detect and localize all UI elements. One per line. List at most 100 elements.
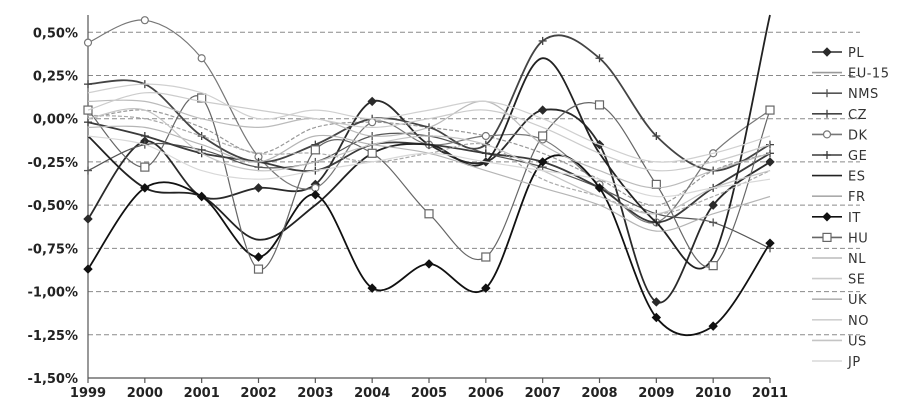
legend-item-no: NO bbox=[812, 314, 869, 329]
legend-label: SE bbox=[848, 273, 865, 288]
data-point-it bbox=[537, 157, 548, 167]
x-tick-label: 2004 bbox=[354, 386, 390, 401]
legend-marker bbox=[822, 130, 832, 139]
series-lines bbox=[83, 14, 775, 337]
legend-label: NO bbox=[848, 314, 869, 329]
legend-item-jp: JP bbox=[812, 355, 860, 370]
data-point-it bbox=[83, 264, 93, 274]
data-point-it bbox=[481, 283, 491, 293]
series-line-se bbox=[87, 92, 771, 172]
legend-item-nms: NMS bbox=[812, 87, 878, 102]
data-point-cz bbox=[84, 80, 92, 89]
series-line-hu bbox=[87, 95, 771, 270]
data-point-nms bbox=[709, 218, 718, 227]
data-point-it bbox=[140, 183, 150, 193]
x-tick-label: 2003 bbox=[297, 386, 333, 401]
data-point-cz bbox=[652, 132, 661, 140]
legend-label: UK bbox=[848, 293, 867, 308]
legend-item-es: ES bbox=[812, 170, 865, 185]
legend-marker bbox=[823, 151, 831, 159]
series-line-nl bbox=[87, 99, 771, 189]
y-tick-label: -1,50% bbox=[28, 372, 79, 387]
data-point-pl bbox=[708, 200, 718, 210]
legend-marker bbox=[822, 232, 832, 242]
legend-label: FR bbox=[848, 190, 866, 205]
data-point-it bbox=[594, 183, 605, 193]
legend-label: US bbox=[848, 334, 867, 349]
data-point-pl bbox=[83, 214, 93, 224]
legend-item-hu: HU bbox=[812, 231, 868, 246]
data-point-hu bbox=[424, 209, 434, 219]
data-point-it bbox=[651, 312, 662, 323]
series-se bbox=[87, 92, 771, 172]
legend-label: HU bbox=[848, 231, 868, 246]
legend-label: PL bbox=[848, 46, 864, 61]
data-point-hu bbox=[367, 148, 377, 158]
data-point-ge bbox=[84, 118, 92, 127]
data-point-ge bbox=[766, 149, 774, 158]
data-point-hu bbox=[253, 264, 264, 274]
data-point-it bbox=[424, 259, 434, 269]
legend-label: DK bbox=[848, 128, 868, 143]
legend-marker bbox=[823, 89, 831, 98]
data-point-pl bbox=[367, 96, 377, 107]
data-point-cz bbox=[595, 54, 604, 63]
x-tick-label: 2005 bbox=[411, 386, 447, 401]
x-tick-label: 2011 bbox=[752, 386, 788, 401]
legend-item-us: US bbox=[812, 334, 867, 349]
legend-label: NL bbox=[848, 252, 866, 267]
data-point-pl bbox=[651, 297, 662, 307]
legend-item-cz: CZ bbox=[812, 108, 867, 123]
legend-label: EU-15 bbox=[848, 67, 889, 82]
data-point-dk bbox=[83, 38, 93, 47]
data-point-hu bbox=[140, 162, 150, 172]
data-point-dk bbox=[481, 131, 490, 141]
x-tick-label: 2000 bbox=[127, 386, 163, 401]
y-tick-label: 0,50% bbox=[33, 26, 78, 41]
data-point-hu bbox=[708, 261, 718, 271]
y-tick-label: -1,25% bbox=[28, 329, 79, 344]
data-point-dk bbox=[368, 118, 377, 127]
data-point-it bbox=[367, 283, 377, 293]
y-tick-label: 0,25% bbox=[33, 70, 78, 85]
series-line-es bbox=[87, 14, 771, 270]
x-tick-label: 2001 bbox=[184, 386, 220, 401]
legend-item-dk: DK bbox=[812, 128, 868, 143]
data-point-ge bbox=[140, 132, 149, 140]
legend-item-fr: FR bbox=[812, 190, 866, 205]
data-point-hu bbox=[310, 145, 320, 155]
data-point-dk bbox=[197, 54, 206, 63]
y-tick-label: 0,00% bbox=[33, 113, 78, 128]
legend-item-nl: NL bbox=[812, 252, 866, 267]
data-point-it bbox=[196, 191, 207, 202]
series-line-it bbox=[87, 154, 771, 337]
series-us bbox=[87, 108, 771, 215]
y-tick-label: -0,75% bbox=[28, 242, 79, 257]
series-es bbox=[87, 14, 771, 270]
data-point-it bbox=[253, 252, 264, 262]
legend-marker bbox=[823, 109, 831, 118]
data-point-pl bbox=[537, 105, 548, 115]
legend-item-pl: PL bbox=[812, 46, 864, 61]
y-tick-label: -0,50% bbox=[28, 199, 79, 214]
data-point-it bbox=[310, 190, 321, 200]
legend-label: GE bbox=[848, 149, 867, 164]
data-point-ge bbox=[481, 149, 490, 158]
legend-marker bbox=[822, 47, 832, 57]
series-jp bbox=[87, 135, 771, 198]
data-point-dk bbox=[140, 16, 149, 25]
x-axis-ticks: 1999 2000 2001 2002 2003 2004 2005 2006 2007 2008… bbox=[70, 378, 788, 401]
x-tick-label: 2008 bbox=[581, 386, 617, 401]
series-nl bbox=[87, 99, 771, 189]
x-tick-label: 2007 bbox=[525, 386, 561, 401]
x-tick-label: 2010 bbox=[695, 386, 731, 401]
legend-label: IT bbox=[848, 211, 861, 226]
data-point-hu bbox=[481, 252, 491, 262]
y-tick-label: -1,00% bbox=[28, 286, 79, 301]
legend-label: ES bbox=[848, 170, 865, 185]
legend-item-it: IT bbox=[812, 211, 861, 226]
data-point-hu bbox=[594, 100, 605, 110]
legend-item-eu-15: EU-15 bbox=[812, 67, 889, 82]
legend-label: CZ bbox=[848, 108, 867, 123]
